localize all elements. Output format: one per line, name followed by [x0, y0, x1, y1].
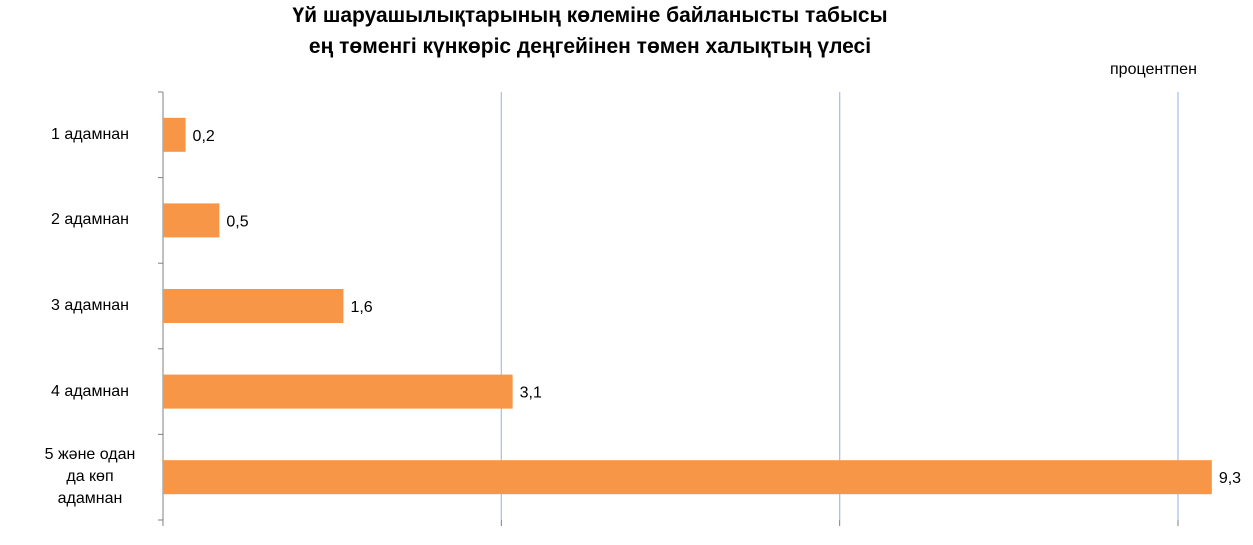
value-label-3: 1,6 [350, 299, 372, 316]
value-label-2: 0,5 [226, 213, 248, 230]
unit-label: процентпен [1110, 61, 1197, 78]
category-label-5: 5 және одан да көп адамнан [44, 446, 136, 508]
bar-1 [163, 117, 186, 152]
category-label-2: 2 адамнан [50, 211, 130, 229]
chart-title-line-2: ең төменгі күнкөріс деңгейінен төмен хал… [308, 35, 872, 58]
category-label-1: 1 адамнан [50, 125, 130, 143]
bar-4 [163, 374, 513, 409]
category-label-3: 3 адамнан [50, 297, 130, 314]
category-label-4: 4 адамнан [50, 382, 130, 400]
value-label-1: 0,2 [193, 128, 215, 145]
bar-2 [163, 203, 220, 238]
value-label-4: 3,1 [520, 385, 542, 402]
chart-title-line-1: Үй шаруашылықтарының көлеміне байланысты… [292, 4, 888, 27]
bar-3 [163, 289, 344, 323]
value-label-5: 9,3 [1219, 470, 1241, 487]
bar-5 [163, 460, 1212, 495]
